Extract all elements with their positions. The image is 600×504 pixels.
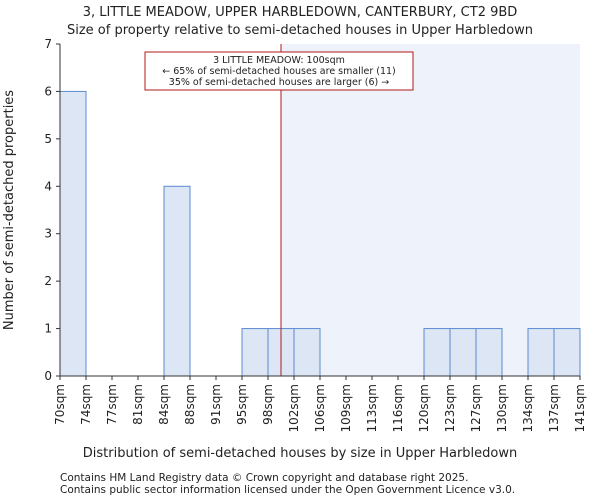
- x-tick-label: 88sqm: [183, 384, 197, 425]
- x-axis-label: Distribution of semi-detached houses by …: [83, 446, 517, 461]
- annotation-box: 3 LITTLE MEADOW: 100sqm ← 65% of semi-de…: [144, 51, 414, 91]
- x-tick-label: 77sqm: [105, 384, 119, 425]
- y-tick-label: 6: [44, 84, 52, 98]
- footer-line-2: Contains public sector information licen…: [60, 484, 515, 496]
- histogram-bar: [241, 328, 269, 377]
- x-tick-label: 102sqm: [287, 384, 301, 432]
- larger-region-highlight: [281, 44, 580, 376]
- annotation-line-3: 35% of semi-detached houses are larger (…: [169, 77, 389, 88]
- x-tick-label: 137sqm: [547, 384, 561, 432]
- histogram-bar: [449, 328, 477, 377]
- annotation-line-2: ← 65% of semi-detached houses are smalle…: [162, 66, 396, 77]
- x-tick-label: 74sqm: [79, 384, 93, 425]
- x-tick-label: 130sqm: [495, 384, 509, 432]
- y-tick-label: 5: [44, 132, 52, 146]
- x-tick-label: 123sqm: [443, 384, 457, 432]
- x-tick-label: 141sqm: [573, 384, 587, 432]
- y-tick-label: 2: [44, 274, 52, 288]
- x-tick-label: 84sqm: [157, 384, 171, 425]
- x-tick-label: 116sqm: [391, 384, 405, 432]
- histogram-bar: [553, 328, 581, 377]
- x-tick-label: 91sqm: [209, 384, 223, 425]
- annotation-line-1: 3 LITTLE MEADOW: 100sqm: [213, 55, 345, 66]
- x-tick-label: 95sqm: [235, 384, 249, 425]
- y-tick-label: 3: [44, 227, 52, 241]
- x-tick-label: 98sqm: [261, 384, 275, 425]
- histogram-bar: [527, 328, 555, 377]
- y-tick-label: 4: [44, 179, 52, 193]
- histogram-bar: [59, 90, 87, 377]
- histogram-bar: [163, 185, 191, 377]
- x-tick-label: 113sqm: [365, 384, 379, 432]
- footer-line-1: Contains HM Land Registry data © Crown c…: [60, 472, 468, 484]
- histogram-bar: [293, 328, 321, 377]
- x-tick-label: 109sqm: [339, 384, 353, 432]
- y-tick-label: 1: [44, 322, 52, 336]
- x-tick-label: 127sqm: [469, 384, 483, 432]
- y-tick-label: 7: [44, 37, 52, 51]
- x-tick-label: 81sqm: [131, 384, 145, 425]
- x-tick-label: 106sqm: [313, 384, 327, 432]
- x-tick-label: 120sqm: [417, 384, 431, 432]
- histogram-bar: [423, 328, 451, 377]
- chart-title: 3, LITTLE MEADOW, UPPER HARBLEDOWN, CANT…: [83, 5, 518, 20]
- x-tick-label: 70sqm: [53, 384, 67, 425]
- y-axis-label: Number of semi-detached properties: [2, 90, 17, 330]
- histogram-bar: [475, 328, 503, 377]
- y-tick-label: 0: [44, 369, 52, 383]
- chart-subtitle: Size of property relative to semi-detach…: [67, 23, 533, 38]
- x-tick-label: 134sqm: [521, 384, 535, 432]
